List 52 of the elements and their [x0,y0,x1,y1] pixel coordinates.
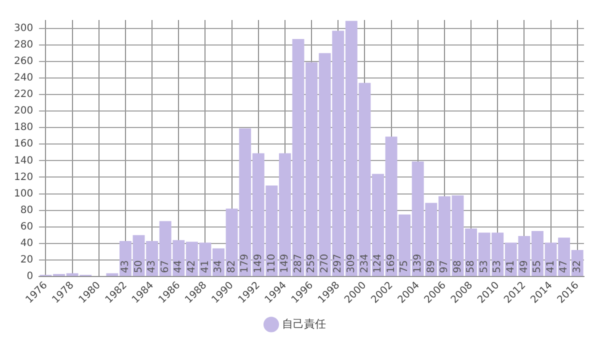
data-label: 97 [439,260,450,274]
data-label: 139 [412,254,424,274]
data-label: 75 [399,260,410,274]
data-label: 58 [466,260,477,274]
y-tick-label: 80 [20,204,34,216]
y-tick-label: 240 [14,72,34,84]
data-label: 169 [386,254,397,274]
data-label: 149 [280,254,291,274]
data-label: 287 [292,254,304,274]
data-label: 43 [120,260,132,274]
data-label: 47 [558,260,570,274]
data-label: 49 [518,260,530,274]
data-label: 44 [173,260,184,274]
data-label: 98 [452,260,464,274]
data-label: 53 [492,260,504,274]
data-label: 179 [240,254,251,274]
data-label: 34 [213,260,224,274]
y-tick-label: 40 [20,238,34,250]
y-tick-label: 280 [14,39,34,50]
data-label: 41 [200,260,211,274]
data-label: 149 [252,254,264,274]
data-label: 234 [359,254,370,274]
data-label: 270 [319,254,330,274]
y-tick-label: 260 [14,56,34,67]
data-label: 82 [226,260,238,274]
y-tick-label: 140 [14,155,34,166]
data-label: 55 [532,260,544,274]
data-label: 297 [332,254,344,274]
data-label: 67 [160,260,171,274]
data-label: 259 [306,254,318,274]
data-label: 89 [426,260,437,274]
y-tick-label: 100 [14,188,34,200]
y-tick-label: 220 [14,89,34,100]
y-tick-label: 300 [14,22,34,34]
data-label: 42 [186,260,198,274]
data-label: 309 [346,254,358,274]
data-label: 32 [572,260,583,274]
legend-label: 自己責任 [282,317,326,330]
data-label: 50 [133,260,144,274]
y-tick-label: 60 [20,221,34,232]
data-label: 124 [372,254,384,274]
data-label: 43 [146,260,158,274]
y-tick-label: 160 [14,138,34,150]
data-label: 110 [266,254,278,274]
data-label: 53 [478,260,490,274]
data-label: 41 [505,260,516,274]
y-tick-label: 20 [20,254,34,266]
y-tick-label: 120 [14,172,34,183]
data-label: 41 [545,260,556,274]
y-tick-label: 0 [26,271,34,282]
y-tick-label: 200 [14,106,34,117]
y-tick-label: 180 [14,122,34,134]
